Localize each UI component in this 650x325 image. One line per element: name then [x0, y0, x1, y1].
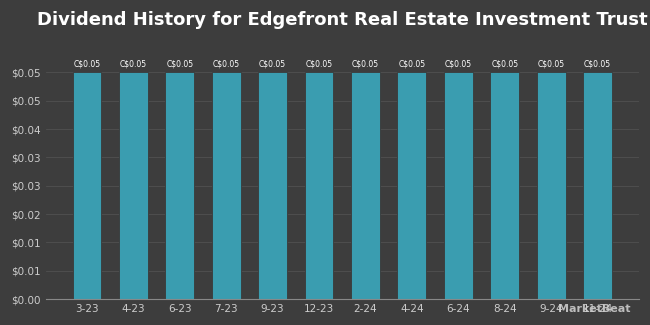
Bar [537, 72, 566, 299]
Bar [165, 72, 194, 299]
Bar [212, 72, 240, 299]
Text: C$0.05: C$0.05 [445, 60, 472, 69]
Text: MarketBeat: MarketBeat [558, 304, 630, 314]
Bar [444, 72, 473, 299]
Bar [351, 72, 380, 299]
Bar [305, 72, 333, 299]
Text: C$0.05: C$0.05 [538, 60, 565, 69]
Text: C$0.05: C$0.05 [259, 60, 286, 69]
Bar [583, 72, 612, 299]
Text: C$0.05: C$0.05 [120, 60, 147, 69]
Text: C$0.05: C$0.05 [352, 60, 379, 69]
Title: Dividend History for Edgefront Real Estate Investment Trust: Dividend History for Edgefront Real Esta… [37, 11, 647, 29]
Bar [398, 72, 426, 299]
Text: C$0.05: C$0.05 [166, 60, 193, 69]
Bar [73, 72, 101, 299]
Bar [258, 72, 287, 299]
Bar [119, 72, 148, 299]
Text: C$0.05: C$0.05 [584, 60, 611, 69]
Text: C$0.05: C$0.05 [73, 60, 101, 69]
Bar [490, 72, 519, 299]
Text: C$0.05: C$0.05 [306, 60, 333, 69]
Text: C$0.05: C$0.05 [398, 60, 426, 69]
Text: C$0.05: C$0.05 [213, 60, 240, 69]
Text: C$0.05: C$0.05 [491, 60, 518, 69]
